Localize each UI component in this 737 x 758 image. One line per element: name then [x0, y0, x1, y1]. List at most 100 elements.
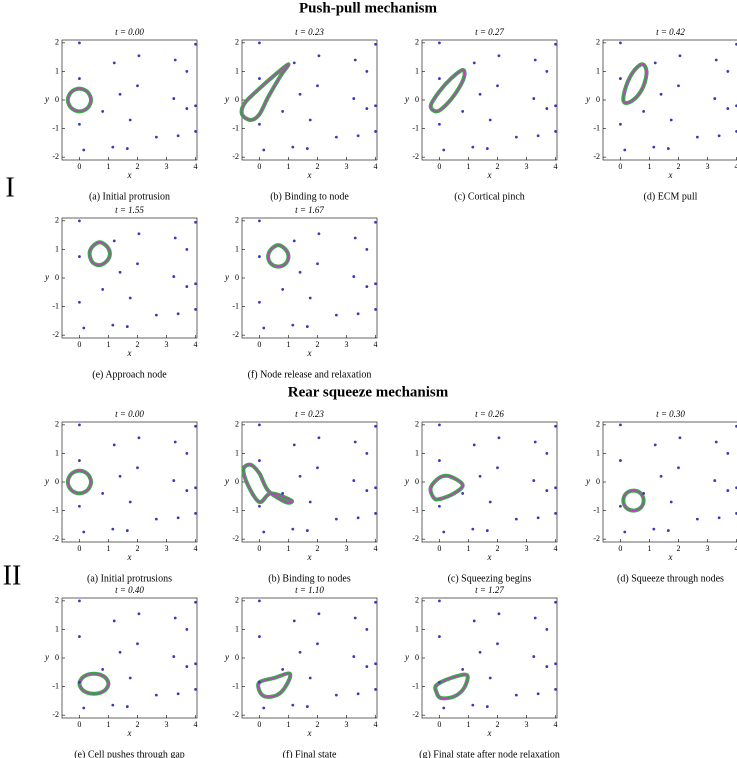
node-point [374, 486, 377, 490]
node-point [194, 688, 197, 691]
caption: (f) Node release and relaxation [248, 369, 372, 380]
y-tick-label: 0 [235, 95, 239, 104]
node-point [281, 288, 285, 291]
y-tick-label: -1 [232, 505, 239, 514]
x-axis-label: x [127, 348, 132, 358]
x-tick-label: 0 [618, 162, 622, 171]
node-point [125, 147, 129, 150]
node-point [365, 70, 369, 73]
y-tick-label: 2 [55, 420, 59, 429]
node-point [281, 492, 285, 495]
node-point [438, 41, 441, 45]
y-tick-label: 0 [415, 95, 419, 104]
cell-cortex [434, 674, 469, 699]
node-point [536, 692, 540, 696]
y-axis-label: y [224, 94, 229, 104]
node-point [356, 312, 360, 316]
node-point [136, 262, 139, 266]
node-point [485, 529, 489, 532]
y-axis-label: y [224, 476, 229, 486]
node-point [194, 282, 197, 286]
panel-title: t = 1.10 [295, 585, 324, 595]
node-point [173, 236, 177, 240]
y-tick-label: 1 [596, 66, 600, 75]
x-axis-label: x [668, 552, 673, 562]
y-tick-label: 2 [415, 38, 419, 47]
node-point [533, 58, 537, 62]
node-point [669, 500, 673, 504]
node-point [374, 42, 377, 46]
node-point [298, 474, 302, 478]
x-axis-label: x [127, 170, 132, 180]
x-tick-label: 1 [286, 162, 290, 171]
y-tick-label: 2 [235, 38, 239, 47]
node-point [485, 705, 489, 708]
node-point [374, 600, 377, 604]
node-point [125, 325, 129, 328]
node-point [176, 134, 180, 138]
cell-outline [428, 473, 465, 502]
x-axis-label: x [668, 170, 673, 180]
node-point [554, 42, 557, 46]
node-point [258, 599, 261, 603]
node-point [112, 619, 116, 623]
x-tick-label: 1 [466, 720, 470, 729]
y-tick-label: 2 [596, 38, 600, 47]
node-point [78, 680, 81, 684]
node-point [194, 512, 197, 515]
node-point [677, 84, 680, 88]
node-point [78, 459, 81, 462]
y-tick-label: 1 [235, 624, 239, 633]
node-point [545, 489, 549, 492]
node-point [185, 248, 189, 251]
y-tick-label: 1 [55, 624, 59, 633]
panel-title: t = 0.27 [475, 27, 504, 37]
node-point [545, 107, 549, 110]
y-tick-label: 1 [55, 448, 59, 457]
x-tick-label: 1 [466, 544, 470, 553]
node-point [554, 512, 557, 515]
x-tick-label: 4 [735, 162, 737, 171]
node-point [726, 489, 730, 492]
x-tick-label: 0 [618, 544, 622, 553]
node-point [258, 41, 261, 45]
node-point [305, 705, 309, 708]
caption: (d) Squeeze through nodes [617, 573, 724, 584]
node-point [118, 270, 122, 274]
node-point [194, 220, 197, 224]
x-tick-label: 0 [77, 162, 81, 171]
node-point [514, 517, 518, 521]
y-tick-label: 2 [235, 420, 239, 429]
plot-frame [61, 597, 198, 719]
node-point [305, 325, 309, 328]
node-point [365, 452, 369, 455]
node-point [258, 635, 261, 638]
node-point [554, 688, 557, 691]
node-point [488, 500, 492, 504]
node-point [695, 517, 699, 521]
node-point [356, 516, 360, 520]
x-tick-label: 0 [257, 720, 261, 729]
panel-title: t = 0.30 [656, 409, 685, 419]
node-point [194, 486, 197, 490]
node-point [554, 486, 557, 490]
node-point [472, 61, 476, 65]
y-tick-label: -2 [52, 710, 59, 719]
node-point [128, 118, 132, 122]
node-point [316, 84, 319, 88]
node-point [194, 130, 197, 133]
node-point [365, 665, 369, 668]
x-tick-label: 3 [345, 544, 349, 553]
plot-frame [241, 217, 378, 339]
plot-frame [241, 39, 378, 161]
y-tick-label: 0 [235, 653, 239, 662]
node-point [713, 479, 717, 482]
node-point [619, 459, 622, 462]
node-point [619, 504, 622, 508]
y-tick-label: -1 [412, 681, 419, 690]
y-tick-label: -2 [232, 710, 239, 719]
node-point [78, 423, 81, 427]
x-tick-label: 4 [194, 544, 198, 553]
y-axis-label: y [44, 652, 49, 662]
node-point [82, 530, 86, 534]
